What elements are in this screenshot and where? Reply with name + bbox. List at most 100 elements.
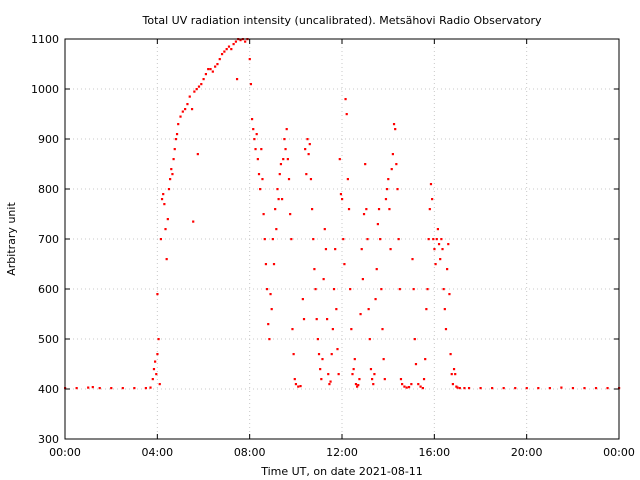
data-point (220, 53, 224, 56)
data-point (332, 288, 336, 291)
data-point (286, 158, 289, 161)
data-point (313, 268, 316, 271)
data-point (269, 293, 272, 296)
data-point (284, 148, 287, 151)
data-point (252, 128, 255, 131)
data-point (359, 313, 362, 316)
data-point (463, 387, 466, 390)
data-point (548, 387, 551, 390)
data-point (435, 238, 438, 241)
data-point (234, 40, 238, 43)
data-point (260, 148, 263, 151)
data-point (342, 238, 345, 241)
x-axis-label: Time UT, on date 2021-08-11 (260, 465, 423, 478)
data-point (417, 383, 420, 386)
data-point (384, 198, 388, 201)
x-tick-label: 04:00 (141, 446, 173, 459)
data-point (255, 133, 258, 136)
data-point (310, 208, 314, 211)
data-point (339, 193, 343, 196)
data-point (426, 288, 429, 291)
data-point (320, 378, 323, 381)
data-point (431, 198, 434, 201)
data-point (467, 387, 471, 390)
data-point (259, 188, 262, 191)
data-point (307, 153, 310, 156)
data-point (446, 268, 449, 271)
data-point (439, 258, 442, 261)
x-tick-label: 12:00 (326, 446, 358, 459)
x-tick-label: 00:00 (49, 446, 81, 459)
data-point (392, 123, 396, 126)
data-point (383, 378, 386, 381)
data-point (271, 238, 274, 241)
data-point (405, 386, 408, 389)
data-point (256, 158, 259, 161)
data-point (606, 387, 609, 390)
data-point (319, 368, 322, 371)
data-point (309, 178, 313, 181)
data-point (306, 138, 309, 141)
y-axis-label: Arbitrary unit (5, 202, 18, 276)
data-point (223, 50, 226, 53)
data-point (354, 383, 358, 386)
data-point (443, 308, 446, 311)
data-point (165, 258, 168, 261)
data-point (312, 238, 315, 241)
data-point (235, 78, 239, 81)
data-point (452, 368, 456, 371)
data-point (456, 386, 459, 389)
data-point (151, 378, 154, 381)
data-point (186, 103, 189, 106)
data-point (327, 373, 330, 376)
y-tick-label: 300 (38, 433, 59, 446)
data-point (325, 318, 329, 321)
data-point (479, 387, 482, 390)
data-point (289, 213, 292, 216)
data-point (290, 238, 293, 241)
data-point (172, 158, 175, 161)
y-tick-label: 700 (38, 233, 59, 246)
data-point (451, 383, 454, 386)
data-point (425, 308, 428, 311)
data-point (419, 385, 422, 388)
data-point (164, 228, 167, 231)
data-point (324, 248, 328, 251)
data-point (397, 238, 400, 241)
data-point (227, 45, 231, 48)
data-point (87, 386, 90, 389)
data-point (276, 188, 279, 191)
data-point (379, 238, 382, 241)
data-point (449, 353, 452, 356)
data-point (211, 70, 214, 73)
data-point (444, 328, 448, 331)
data-point (394, 128, 397, 131)
data-point (179, 115, 182, 118)
data-point (335, 308, 338, 311)
data-point (373, 373, 376, 376)
data-point (367, 308, 370, 311)
data-point (249, 83, 253, 86)
data-point (157, 338, 160, 341)
data-point (264, 263, 268, 266)
data-point (267, 323, 270, 326)
data-point (322, 278, 325, 281)
data-point (166, 218, 169, 221)
data-point (301, 298, 304, 301)
data-point (294, 383, 298, 386)
data-point (381, 328, 384, 331)
data-point (214, 65, 217, 68)
data-point (401, 383, 404, 386)
data-point (162, 193, 165, 196)
data-point (413, 338, 416, 341)
data-point (390, 168, 393, 171)
data-point (353, 358, 356, 361)
data-point (583, 387, 586, 390)
data-point (358, 378, 361, 381)
data-point (184, 108, 187, 111)
data-point (433, 248, 436, 251)
data-point (371, 378, 374, 381)
data-point (156, 353, 159, 356)
data-point (411, 258, 414, 261)
